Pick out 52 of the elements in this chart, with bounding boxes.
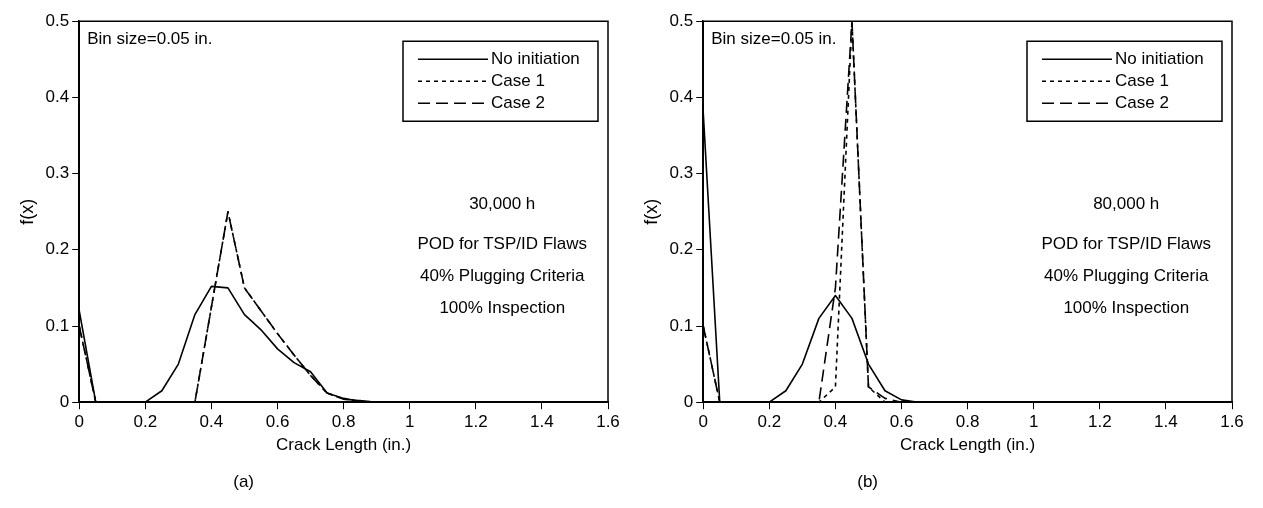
legend-label: Case 2 bbox=[1115, 92, 1169, 112]
y-tick-label: 0.3 bbox=[45, 163, 70, 183]
annotation: POD for TSP/ID Flaws bbox=[417, 233, 588, 253]
legend-label: Case 2 bbox=[491, 92, 545, 112]
x-tick-label: 0.6 bbox=[889, 412, 914, 432]
x-tick-label: 0.6 bbox=[265, 412, 290, 432]
x-tick-label: 1.4 bbox=[530, 412, 554, 432]
x-tick-label: 0 bbox=[74, 412, 84, 432]
y-tick-label: 0.5 bbox=[669, 10, 694, 30]
y-tick-label: 0.4 bbox=[669, 87, 694, 107]
text: (b) bbox=[857, 471, 879, 491]
x-axis-title: Crack Length (in.) bbox=[276, 435, 412, 455]
x-tick-label: 1.6 bbox=[1220, 412, 1244, 432]
legend-label: Case 1 bbox=[491, 70, 545, 90]
x-tick-label: 0 bbox=[698, 412, 708, 432]
y-tick-label: 0.1 bbox=[45, 315, 70, 335]
annotation: Bin size=0.05 in. bbox=[87, 28, 213, 48]
annotation: 30,000 h bbox=[469, 193, 536, 213]
x-tick-label: 1.2 bbox=[463, 412, 488, 432]
y-tick-label: 0 bbox=[59, 391, 70, 411]
y-tick-label: 0.2 bbox=[45, 239, 70, 259]
y-tick-label: 0.3 bbox=[669, 163, 694, 183]
y-tick-label: 0.5 bbox=[45, 10, 70, 30]
x-tick-label: 0.4 bbox=[823, 412, 848, 432]
annotation: 40% Plugging Criteria bbox=[1044, 265, 1209, 285]
y-tick-label: 0.4 bbox=[45, 87, 70, 107]
x-tick-label: 1.2 bbox=[1087, 412, 1112, 432]
annotation: 80,000 h bbox=[1093, 193, 1160, 213]
x-tick-label: 0.2 bbox=[133, 412, 158, 432]
x-tick-label: 1 bbox=[404, 412, 415, 432]
x-tick-label: 1.4 bbox=[1154, 412, 1178, 432]
x-tick-label: 0.4 bbox=[199, 412, 224, 432]
legend-label: Case 1 bbox=[1115, 70, 1169, 90]
annotation: Bin size=0.05 in. bbox=[711, 28, 837, 48]
x-tick-label: 0.2 bbox=[757, 412, 782, 432]
y-axis-title: f(x) bbox=[16, 198, 37, 225]
x-tick-label: 1.6 bbox=[596, 412, 620, 432]
x-tick-label: 0.8 bbox=[955, 412, 980, 432]
legend-label: No initiation bbox=[1115, 48, 1204, 68]
annotation: 40% Plugging Criteria bbox=[420, 265, 585, 285]
x-tick-label: 0.8 bbox=[331, 412, 356, 432]
y-axis-title: f(x) bbox=[640, 198, 661, 225]
annotation: 100% Inspection bbox=[1063, 297, 1190, 317]
annotation: 100% Inspection bbox=[439, 297, 566, 317]
y-tick-label: 0 bbox=[683, 391, 694, 411]
text: (a) bbox=[233, 471, 255, 491]
x-tick-label: 1 bbox=[1028, 412, 1039, 432]
x-axis-title: Crack Length (in.) bbox=[900, 435, 1036, 455]
legend-label: No initiation bbox=[491, 48, 580, 68]
y-tick-label: 0.2 bbox=[669, 239, 694, 259]
y-tick-label: 0.1 bbox=[669, 315, 694, 335]
annotation: POD for TSP/ID Flaws bbox=[1041, 233, 1212, 253]
